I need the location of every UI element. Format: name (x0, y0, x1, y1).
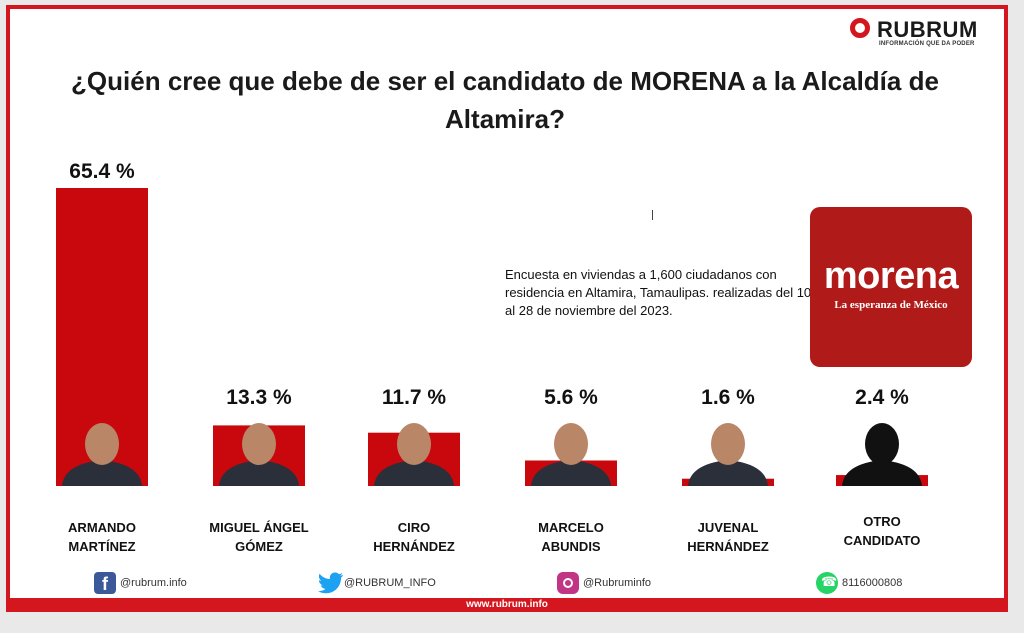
rubrum-ring-icon (850, 18, 870, 38)
social-whatsapp[interactable]: 8116000808 (816, 571, 902, 595)
social-facebook[interactable]: f @rubrum.info (94, 571, 187, 595)
rubrum-wordmark: RUBRUM (877, 17, 978, 42)
morena-wordmark: morena (823, 255, 959, 297)
candidate-photo-1 (62, 423, 142, 486)
value-label-4: 5.6 % (544, 386, 598, 409)
facebook-icon: f (94, 572, 116, 594)
candidate-name-line: MIGUEL ÁNGEL (209, 520, 309, 535)
rubrum-tagline: INFORMACIÓN QUE DA PODER (879, 41, 975, 47)
candidate-photo-6 (842, 423, 922, 486)
morena-slogan: La esperanza de México (834, 299, 948, 311)
candidate-name-line: ABUNDIS (541, 539, 601, 554)
social-instagram[interactable]: @Rubruminfo (557, 571, 651, 595)
value-label-5: 1.6 % (701, 386, 755, 409)
whatsapp-handle: 8116000808 (842, 577, 903, 589)
twitter-handle: @RUBRUM_INFO (344, 577, 436, 589)
candidate-name-line: MARTÍNEZ (68, 539, 136, 554)
candidate-name-line: HERNÁNDEZ (687, 539, 769, 554)
candidate-photo-5 (688, 423, 768, 486)
candidate-name-4: MARCELO ABUNDIS (496, 518, 646, 556)
candidate-name-2: MIGUEL ÁNGEL GÓMEZ (184, 518, 334, 556)
candidate-name-6: OTRO CANDIDATO (807, 512, 957, 550)
candidate-name-line: GÓMEZ (235, 539, 283, 554)
social-twitter[interactable]: @RUBRUM_INFO (318, 571, 436, 595)
instagram-handle: @Rubruminfo (583, 577, 652, 589)
website-footer[interactable]: www.rubrum.info (6, 598, 1008, 612)
morena-logo: morena La esperanza de México (810, 207, 972, 367)
stray-mark (652, 210, 653, 220)
candidate-name-line: ARMANDO (68, 520, 136, 535)
chart-title: ¿Quién cree que debe de ser el candidato… (71, 66, 939, 134)
candidate-name-line: CIRO (397, 520, 431, 535)
candidate-name-1: ARMANDO MARTÍNEZ (27, 518, 177, 556)
candidate-name-line: JUVENAL (697, 520, 759, 535)
whatsapp-icon (816, 572, 838, 594)
value-label-1: 65.4 % (69, 160, 135, 183)
candidate-name-3: CIRO HERNÁNDEZ (339, 518, 489, 556)
instagram-icon (557, 572, 579, 594)
candidate-name-line: OTRO (863, 514, 901, 529)
value-label-2: 13.3 % (226, 386, 292, 409)
candidate-name-line: CANDIDATO (843, 533, 921, 548)
twitter-icon (318, 572, 343, 594)
value-label-6: 2.4 % (855, 386, 909, 409)
rubrum-logo: RUBRUM INFORMACIÓN QUE DA PODER (850, 16, 1000, 50)
candidate-photo-3 (374, 423, 454, 486)
website-link[interactable]: www.rubrum.info (466, 599, 548, 610)
candidate-photo-4 (531, 423, 611, 486)
candidate-name-5: JUVENAL HERNÁNDEZ (653, 518, 803, 556)
facebook-handle: @rubrum.info (120, 577, 187, 589)
survey-note: Encuesta en viviendas a 1,600 ciudadanos… (505, 267, 812, 318)
candidate-photo-2 (219, 423, 299, 486)
candidate-name-line: MARCELO (538, 520, 604, 535)
value-label-3: 11.7 % (382, 386, 447, 409)
candidate-name-line: HERNÁNDEZ (373, 539, 455, 554)
